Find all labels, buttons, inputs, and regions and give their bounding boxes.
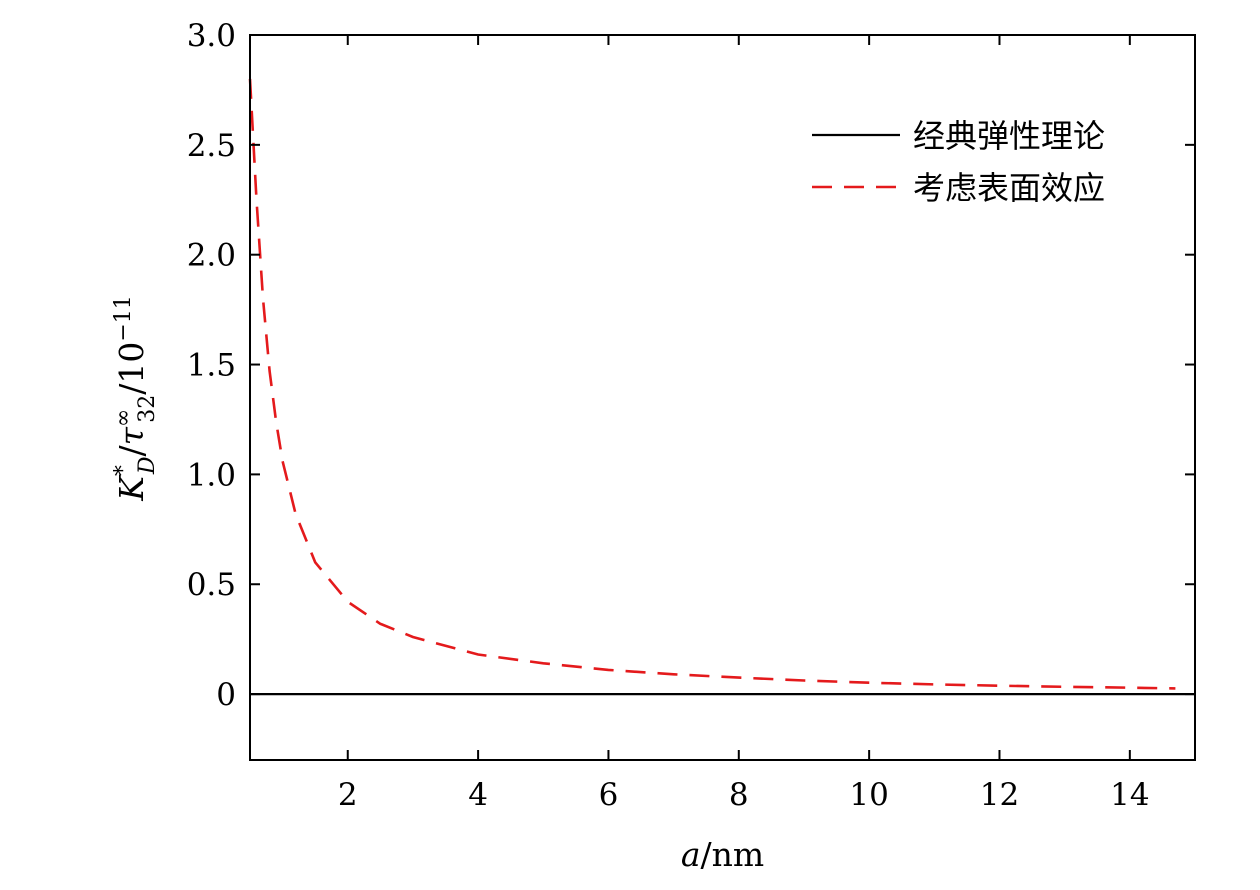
legend-label-0: 经典弹性理论 bbox=[913, 117, 1105, 155]
legend-label-1: 考虑表面效应 bbox=[913, 169, 1105, 207]
series-line-1 bbox=[248, 78, 1176, 690]
x-tick-label: 2 bbox=[338, 777, 358, 813]
y-tick-label: 0 bbox=[216, 677, 236, 713]
plot-area bbox=[248, 34, 1196, 761]
y-axis-label: K*D/τ∞32/10−11 bbox=[111, 295, 160, 502]
x-tick-label: 10 bbox=[849, 777, 888, 813]
x-tick-label: 4 bbox=[468, 777, 488, 813]
x-tick-label: 14 bbox=[1110, 777, 1149, 813]
y-tick-label: 2.0 bbox=[187, 238, 236, 274]
y-tick-label: 2.5 bbox=[187, 128, 236, 164]
plot-frame bbox=[249, 34, 1196, 761]
x-axis-label: a/nm bbox=[681, 835, 764, 874]
x-tick-label: 6 bbox=[599, 777, 619, 813]
axis-ticks: 2 4 6 8 10 12 14 0 0.5 1.0 1.5 2.0 2.5 3.0 bbox=[187, 18, 1195, 813]
axis-labels: a/nm K*D/τ∞32/10−11 bbox=[111, 295, 764, 874]
y-tick-label: 1.5 bbox=[187, 348, 236, 384]
x-tick-label: 12 bbox=[980, 777, 1019, 813]
x-tick-label: 8 bbox=[729, 777, 749, 813]
y-tick-label: 0.5 bbox=[187, 567, 236, 603]
y-tick-label: 3.0 bbox=[187, 18, 236, 54]
y-tick-label: 1.0 bbox=[187, 457, 236, 493]
